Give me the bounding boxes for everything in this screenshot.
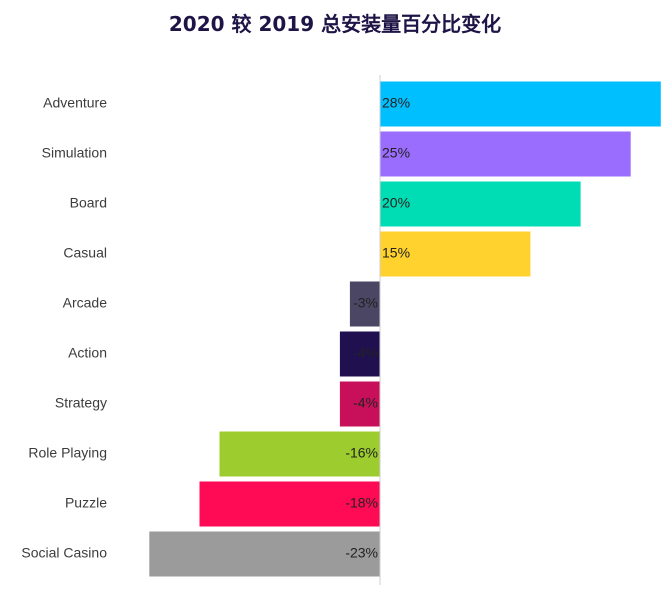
bar-role-playing — [219, 431, 380, 477]
category-label-simulation: Simulation — [42, 145, 107, 161]
bar-puzzle — [199, 481, 380, 527]
category-label-role-playing: Role Playing — [28, 445, 107, 461]
value-label-board: 20% — [382, 195, 410, 211]
category-label-adventure: Adventure — [43, 95, 107, 111]
chart-title: 2020 较 2019 总安装量百分比变化 — [168, 12, 502, 36]
bar-strategy — [339, 381, 380, 427]
bar-board — [380, 181, 581, 227]
category-label-action: Action — [68, 345, 107, 361]
category-label-puzzle: Puzzle — [65, 495, 107, 511]
category-label-social-casino: Social Casino — [21, 545, 107, 561]
bar-action — [339, 331, 380, 377]
value-label-action: -4% — [353, 345, 378, 361]
labels-group: Adventure 28% Simulation 25% Board 20% Casual 1… — [21, 95, 410, 561]
bar-social-casino — [149, 531, 380, 577]
value-label-puzzle: -18% — [345, 495, 378, 511]
bar-adventure — [380, 81, 661, 127]
value-label-adventure: 28% — [382, 95, 410, 111]
value-label-arcade: -3% — [353, 295, 378, 311]
bar-simulation — [380, 131, 631, 177]
value-label-role-playing: -16% — [345, 445, 378, 461]
bar-arcade — [349, 281, 380, 327]
value-label-social-casino: -23% — [345, 545, 378, 561]
category-label-strategy: Strategy — [55, 395, 107, 411]
category-label-casual: Casual — [63, 245, 107, 261]
value-label-casual: 15% — [382, 245, 410, 261]
category-label-board: Board — [70, 195, 107, 211]
value-label-strategy: -4% — [353, 395, 378, 411]
bar-casual — [380, 231, 531, 277]
value-label-simulation: 25% — [382, 145, 410, 161]
category-label-arcade: Arcade — [63, 295, 108, 311]
bars-group — [149, 81, 661, 577]
